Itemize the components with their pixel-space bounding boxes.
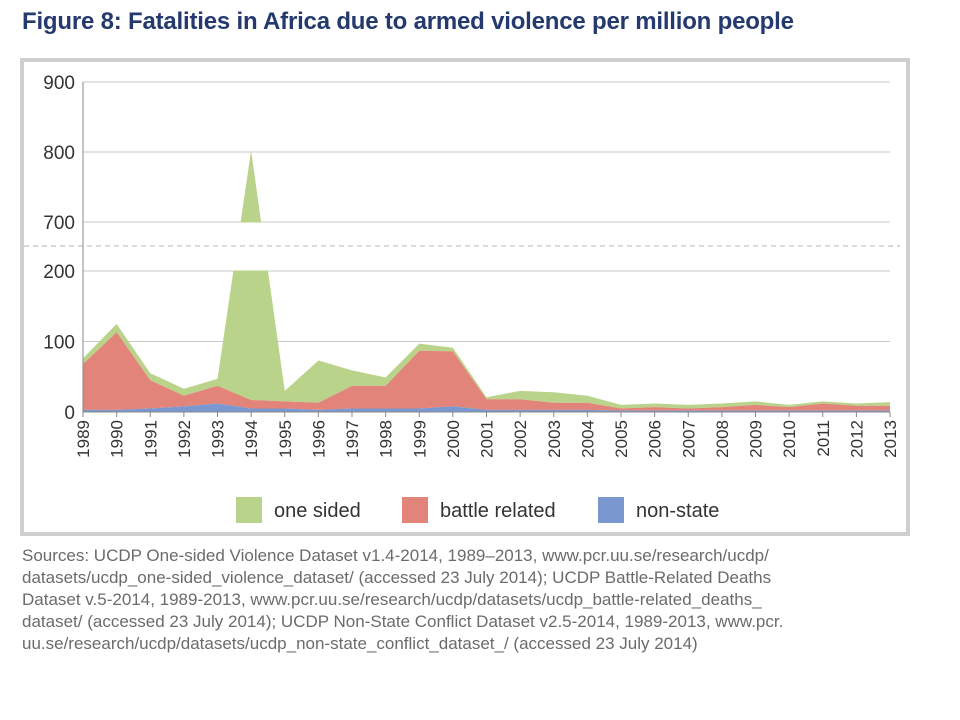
x-tick-label: 1994	[242, 420, 261, 458]
y-tick-label: 800	[43, 143, 75, 164]
x-tick-label: 1999	[410, 420, 429, 458]
sources-line: Dataset v.5-2014, 1989-2013, www.pcr.uu.…	[22, 590, 762, 609]
chart-frame: 0 100 200 700 800 900 1989 1990 1991 1992 1993 1994…	[20, 58, 910, 536]
area-chart: 0 100 200 700 800 900 1989 1990 1991 1992 1993 1994…	[24, 73, 900, 523]
x-tick-label: 2007	[679, 420, 698, 458]
x-tick-label: 1992	[175, 420, 194, 458]
legend: one sided battle related non-state	[236, 497, 719, 523]
y-tick-label: 100	[43, 333, 75, 354]
sources-note: Sources: UCDP One-sided Violence Dataset…	[22, 545, 922, 655]
legend-swatch	[236, 497, 262, 523]
legend-swatch	[402, 497, 428, 523]
x-tick-label: 2010	[780, 420, 799, 458]
y-tick-label: 700	[43, 213, 75, 234]
sources-line: uu.se/research/ucdp/datasets/ucdp_non-st…	[22, 634, 698, 653]
x-tick-label: 2013	[881, 420, 900, 458]
x-tick-label: 2001	[478, 420, 497, 458]
x-tick-label: 2002	[511, 420, 530, 458]
x-tick-label: 2012	[847, 420, 866, 458]
x-tick-label: 2003	[545, 420, 564, 458]
x-tick-label: 2005	[612, 420, 631, 458]
sources-line: datasets/ucdp_one-sided_violence_dataset…	[22, 568, 772, 587]
x-tick-label: 2000	[444, 420, 463, 458]
area-non-state	[83, 403, 890, 412]
figure-title: Figure 8: Fatalities in Africa due to ar…	[22, 8, 794, 35]
area-one-sided	[83, 150, 890, 409]
x-tick-label: 1998	[377, 420, 396, 458]
x-tick-label: 2011	[814, 420, 833, 457]
x-tick-label: 2006	[646, 420, 665, 458]
sources-line: Sources: UCDP One-sided Violence Dataset…	[22, 546, 769, 565]
legend-label: battle related	[440, 500, 556, 522]
x-tick-label: 1993	[209, 420, 228, 458]
area-layer	[24, 150, 900, 412]
grid-layer	[24, 81, 900, 342]
x-tick-label: 1995	[276, 420, 295, 458]
x-tick-label: 1997	[343, 420, 362, 458]
x-tick-label: 1989	[74, 420, 93, 458]
area-battle-related	[83, 332, 890, 411]
x-tick-label: 2004	[578, 420, 597, 458]
x-tick-label: 1991	[141, 420, 160, 458]
x-tick-label: 2008	[713, 420, 732, 458]
legend-label: non-state	[636, 500, 719, 522]
x-tick-label: 1990	[108, 420, 127, 458]
y-tick-label: 900	[43, 73, 75, 94]
legend-label: one sided	[274, 500, 361, 522]
legend-swatch	[598, 497, 624, 523]
sources-line: dataset/ (accessed 23 July 2014); UCDP N…	[22, 612, 784, 631]
axis-layer: 0 100 200 700 800 900 1989 1990 1991 1992 1993 1994…	[43, 73, 900, 458]
x-tick-label: 2009	[747, 420, 766, 458]
y-tick-label: 200	[43, 262, 75, 283]
x-tick-label: 1996	[309, 420, 328, 458]
y-tick-label: 0	[64, 403, 75, 424]
